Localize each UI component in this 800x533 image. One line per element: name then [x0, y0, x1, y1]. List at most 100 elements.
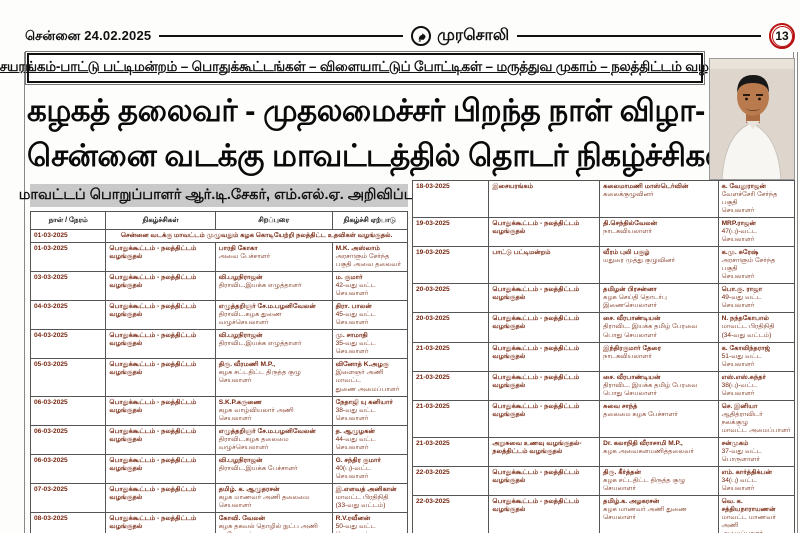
table-row: 04-03-2025 பொதுக்கூட்டம் - நலத்திட்டம் வழ…: [29, 300, 409, 331]
masthead-bar: சென்னை 24.02.2025 முரசொலி 13: [25, 23, 795, 49]
table-cell: திரா. பாலன் 45-வது வட்ட செயலாளர்: [331, 300, 409, 331]
table-cell: சை. வீரபாண்டியன் திராவிட. இயக்க தமிழ் பேர…: [599, 370, 719, 401]
event-cell: பொதுக்கூட்டம் - நலத்திட்டம் வழங்குதல்: [488, 312, 601, 343]
table-cell: பாரதி கோகா அவை பேச்சாளர்: [214, 242, 333, 273]
event-cell: பொதுக்கூட்டம் - நலத்திட்டம் வழங்குதல்: [488, 495, 601, 533]
header-rule-left: [159, 35, 404, 37]
date-cell: 21-03-2025: [411, 436, 490, 467]
table-cell: க. கோவிந்தராஜ் 51-வது வட்ட செயலாளர்: [717, 341, 796, 372]
column-header: நிகழ்ச்சி ஏற்பாடு: [331, 211, 409, 230]
date-cell: 01-03-2025: [29, 242, 107, 273]
table-cell: தமிழ். க. ஆழுதரசன் கழக மாணவர் அணி தலைமை செ…: [214, 482, 333, 513]
event-cell: பாட்டு பட்டிமன்றம்: [488, 246, 601, 285]
table-row: 06-03-2025 பொதுக்கூட்டம் - நலத்திட்டம் வழ…: [29, 395, 409, 426]
date-cell: 01-03-2025: [29, 228, 107, 244]
event-cell: பொதுக்கூட்டம் - நலத்திட்டம் வழங்குதல்: [105, 271, 216, 302]
table-cell: வினோத் K.அழகு இளைஞர் அணி மாவட்ட துணை அமைப்…: [331, 358, 409, 397]
date-cell: 22-03-2025: [411, 495, 490, 533]
table-row: 06-03-2025 பொதுக்கூட்டம் - நலத்திட்டம் வழ…: [29, 424, 409, 455]
column-rule-right-inner: [797, 52, 798, 533]
table-cell: த. ஆழுழகன் 44-வது வட்ட செயலாளர்: [331, 424, 409, 455]
event-cell: பொதுக்கூட்டம் - நலத்திட்டம் வழங்குதல்: [488, 217, 601, 248]
headline-line1: கழகத் தலைவர் - முதலமைச்சர் பிறந்த நாள் வ…: [27, 93, 705, 128]
table-cell: கோவி. வேலன்கழக தகவல் தொழில் நுட்ப அணிஆலோ…: [214, 511, 333, 533]
column-rule-left: [24, 52, 25, 533]
table-row: 03-03-2025 பொதுக்கூட்டம் - நலத்திட்டம் வழ…: [29, 271, 409, 302]
table-row: 20-03-2025 பொதுக்கூட்டம் - நலத்திட்டம் வழ…: [411, 312, 796, 343]
table-cell: இ.எளவத் அனிகான் மாவட்ட பிரதிநிதி (33-வது வ…: [331, 482, 409, 513]
table-cell: MRP.ராஜன் 47(பு)-வட்ட செயலாளர்: [717, 217, 796, 248]
event-cell: பொதுக்கூட்டம் - நலத்திட்டம் வழங்குதல்: [488, 370, 601, 401]
date-cell: 22-03-2025: [411, 465, 490, 497]
date-cell: 04-03-2025: [29, 300, 107, 331]
event-cell: பொதுக்கூட்டம் - நலத்திட்டம் வழங்குதல்: [488, 283, 601, 314]
table-cell: Dr. கலாநிதி வீராசாமி M.P., கழக அவைகளமணித்…: [599, 436, 719, 467]
table-cell: ம. குமார் 42-வது வட்ட செயலாளர்: [331, 271, 409, 302]
table-cell: வி.பழநிராஜன் திராவிட.இயக்க எழுத்தாளர்: [214, 271, 333, 302]
column-header: நிகழ்ச்சிகள்: [105, 211, 216, 230]
table-row: 21-03-2025 பொதுக்கூட்டம் - நலத்திட்டம் வழ…: [411, 399, 796, 438]
header-rule-right: [517, 35, 761, 37]
date-cell: 19-03-2025: [411, 246, 490, 285]
event-cell: பொதுக்கூட்டம் - நலத்திட்டம் வழங்குதல்: [105, 511, 216, 533]
table-row: 06-03-2025 பொதுக்கூட்டம் - நலத்திட்டம் வழ…: [29, 453, 409, 484]
date-cell: 04-03-2025: [29, 329, 107, 360]
event-cell: பொதுக்கூட்டம் - நலத்திட்டம் வழங்குதல்: [488, 465, 601, 497]
table-cell: தமிழ்.க. அழகரசன் கழக மாணவர் அணி துணை செயலா…: [599, 495, 719, 533]
table-header-row: நாள் / நேரம் நிகழ்ச்சிகள் சிறப்புரை நிகழ்ச்…: [29, 211, 409, 230]
event-cell: பொதுக்கூட்டம் - நலத்திட்டம் வழங்குதல்: [488, 341, 601, 372]
table-cell: S.K.P.கருணை கழக வாழ்வியலார் அணி செயலாளர்: [214, 395, 333, 426]
date-cell: 03-03-2025: [29, 271, 107, 302]
date-cell: 06-03-2025: [29, 424, 107, 455]
table-cell: சை. வீரபாண்டியன் திராவிட. இயக்க தமிழ் பேர…: [599, 312, 719, 343]
table-row: 04-03-2025 பொதுக்கூட்டம் - நலத்திட்டம் வழ…: [29, 329, 409, 360]
table-row: 08-03-2025 பொதுக்கூட்டம் - நலத்திட்டம் வழ…: [29, 511, 409, 533]
table-cell: தி.செந்தில்வேலன் நாடகவியலாளர்: [599, 217, 719, 248]
table-cell: திரு. வீரமணி M.P., கழக சட்டதிட்ட திருத்த …: [214, 358, 333, 397]
table-cell: எழுத்தறிஞர் சே.ம.பழனிவேலன் திராவிட.கழக து…: [214, 300, 333, 331]
table-cell: பொ.கு. ராஜா 49-வது வட்ட செயலாளர்: [717, 283, 796, 314]
table-cell: திரு. கீர்த்தன் கழக சட்டதிட்ட திருத்த குழ…: [599, 465, 719, 497]
date-cell: 06-03-2025: [29, 395, 107, 426]
table-cell: வீரம் புலி பகுழ் மதுரை முத்து குழுவினர்: [599, 246, 719, 285]
date-cell: 21-03-2025: [411, 370, 490, 401]
schedule-table-right: 18-03-2025 இசையரங்கம் கலைமாமணி மாஸ்டெர்வின…: [411, 179, 796, 533]
date-cell: 20-03-2025: [411, 283, 490, 314]
table-cell: வி.பழநிராஜன் திராவிட.இயக்க பேச்சாளர்: [214, 453, 333, 484]
table-cell: தமிழன் பிரசன்னா கழக செய்தி தொடர்பு இணைசெயல…: [599, 283, 719, 314]
table-row: 22-03-2025 பொதுக்கூட்டம் - நலத்திட்டம் வழ…: [411, 495, 796, 533]
table-cell: சுவை சாந்த் தலைமை கழக பேச்சாளர்: [599, 399, 719, 438]
table-row: 21-03-2025 அறுசுவை உணவு வழங்குதல்- நலத்தி…: [411, 436, 796, 467]
table-cell: கலைமாமணி மாஸ்டெர்வின் கலைக்குழுவினர்: [599, 179, 719, 219]
table-row: 21-03-2025 பொதுக்கூட்டம் - நலத்திட்டம் வழ…: [411, 341, 796, 372]
column-header: சிறப்புரை: [214, 211, 333, 230]
date-cell: 07-03-2025: [29, 482, 107, 513]
date-cell: 21-03-2025: [411, 399, 490, 438]
table-cell: சன்முகம் 37-வது வட்ட பொருளாளர்: [717, 436, 796, 467]
table-cell: இந்திரகுமார் தேரை நாடகவியலாளர்: [599, 341, 719, 372]
table-cell: மு. சாமாதி 35-வது வட்ட செயலாளர்: [331, 329, 409, 360]
date-cell: 21-03-2025: [411, 341, 490, 372]
main-headline: கழகத் தலைவர் - முதலமைச்சர் பிறந்த நாள் வ…: [27, 88, 743, 180]
column-header: நாள் / நேரம்: [29, 211, 107, 230]
subheadline-bar: மாவட்டப் பொறுப்பாளர் ஆர்.டி.சேகர், எம்.எ…: [19, 184, 419, 207]
masthead: முரசொலி: [411, 26, 509, 46]
headline-line2: சென்னை வடக்கு மாவட்டத்தில் தொடர் நிகழ்ச்…: [27, 138, 743, 173]
table-row: 01-03-2025 சென்னை வடக்கு மாவட்டம் முழுவது…: [29, 228, 408, 244]
table-row: 05-03-2025 பொதுக்கூட்டம் - நலத்திட்டம் வழ…: [29, 358, 409, 397]
table-row: 20-03-2025 பொதுக்கூட்டம் - நலத்திட்டம் வழ…: [411, 283, 796, 314]
rooster-logo-icon: [411, 26, 432, 46]
full-span-cell: சென்னை வடக்கு மாவட்டம் முழுவதும் கழக கொட…: [105, 228, 408, 244]
event-cell: பொதுக்கூட்டம் - நலத்திட்டம் வழங்குதல்: [105, 395, 216, 426]
date-cell: 06-03-2025: [29, 453, 107, 484]
event-cell: பொதுக்கூட்டம் - நலத்திட்டம் வழங்குதல்: [105, 242, 216, 273]
table-cell: க. வேலுராஜன் வேளச்சேரி சேர்ந்த பகுதி செயலா…: [717, 179, 796, 219]
masthead-title: முரசொலி: [437, 27, 510, 44]
date-cell: 05-03-2025: [29, 358, 107, 397]
date-cell: 08-03-2025: [29, 511, 107, 533]
page-number-badge: 13: [769, 23, 795, 49]
table-row: 19-03-2025 பொதுக்கூட்டம் - நலத்திட்டம் வழ…: [411, 217, 796, 248]
table-row: 19-03-2025 பாட்டு பட்டிமன்றம் வீரம் புலி ப…: [411, 246, 796, 285]
table-row: 01-03-2025 பொதுக்கூட்டம் - நலத்திட்டம் வழ…: [29, 242, 409, 273]
